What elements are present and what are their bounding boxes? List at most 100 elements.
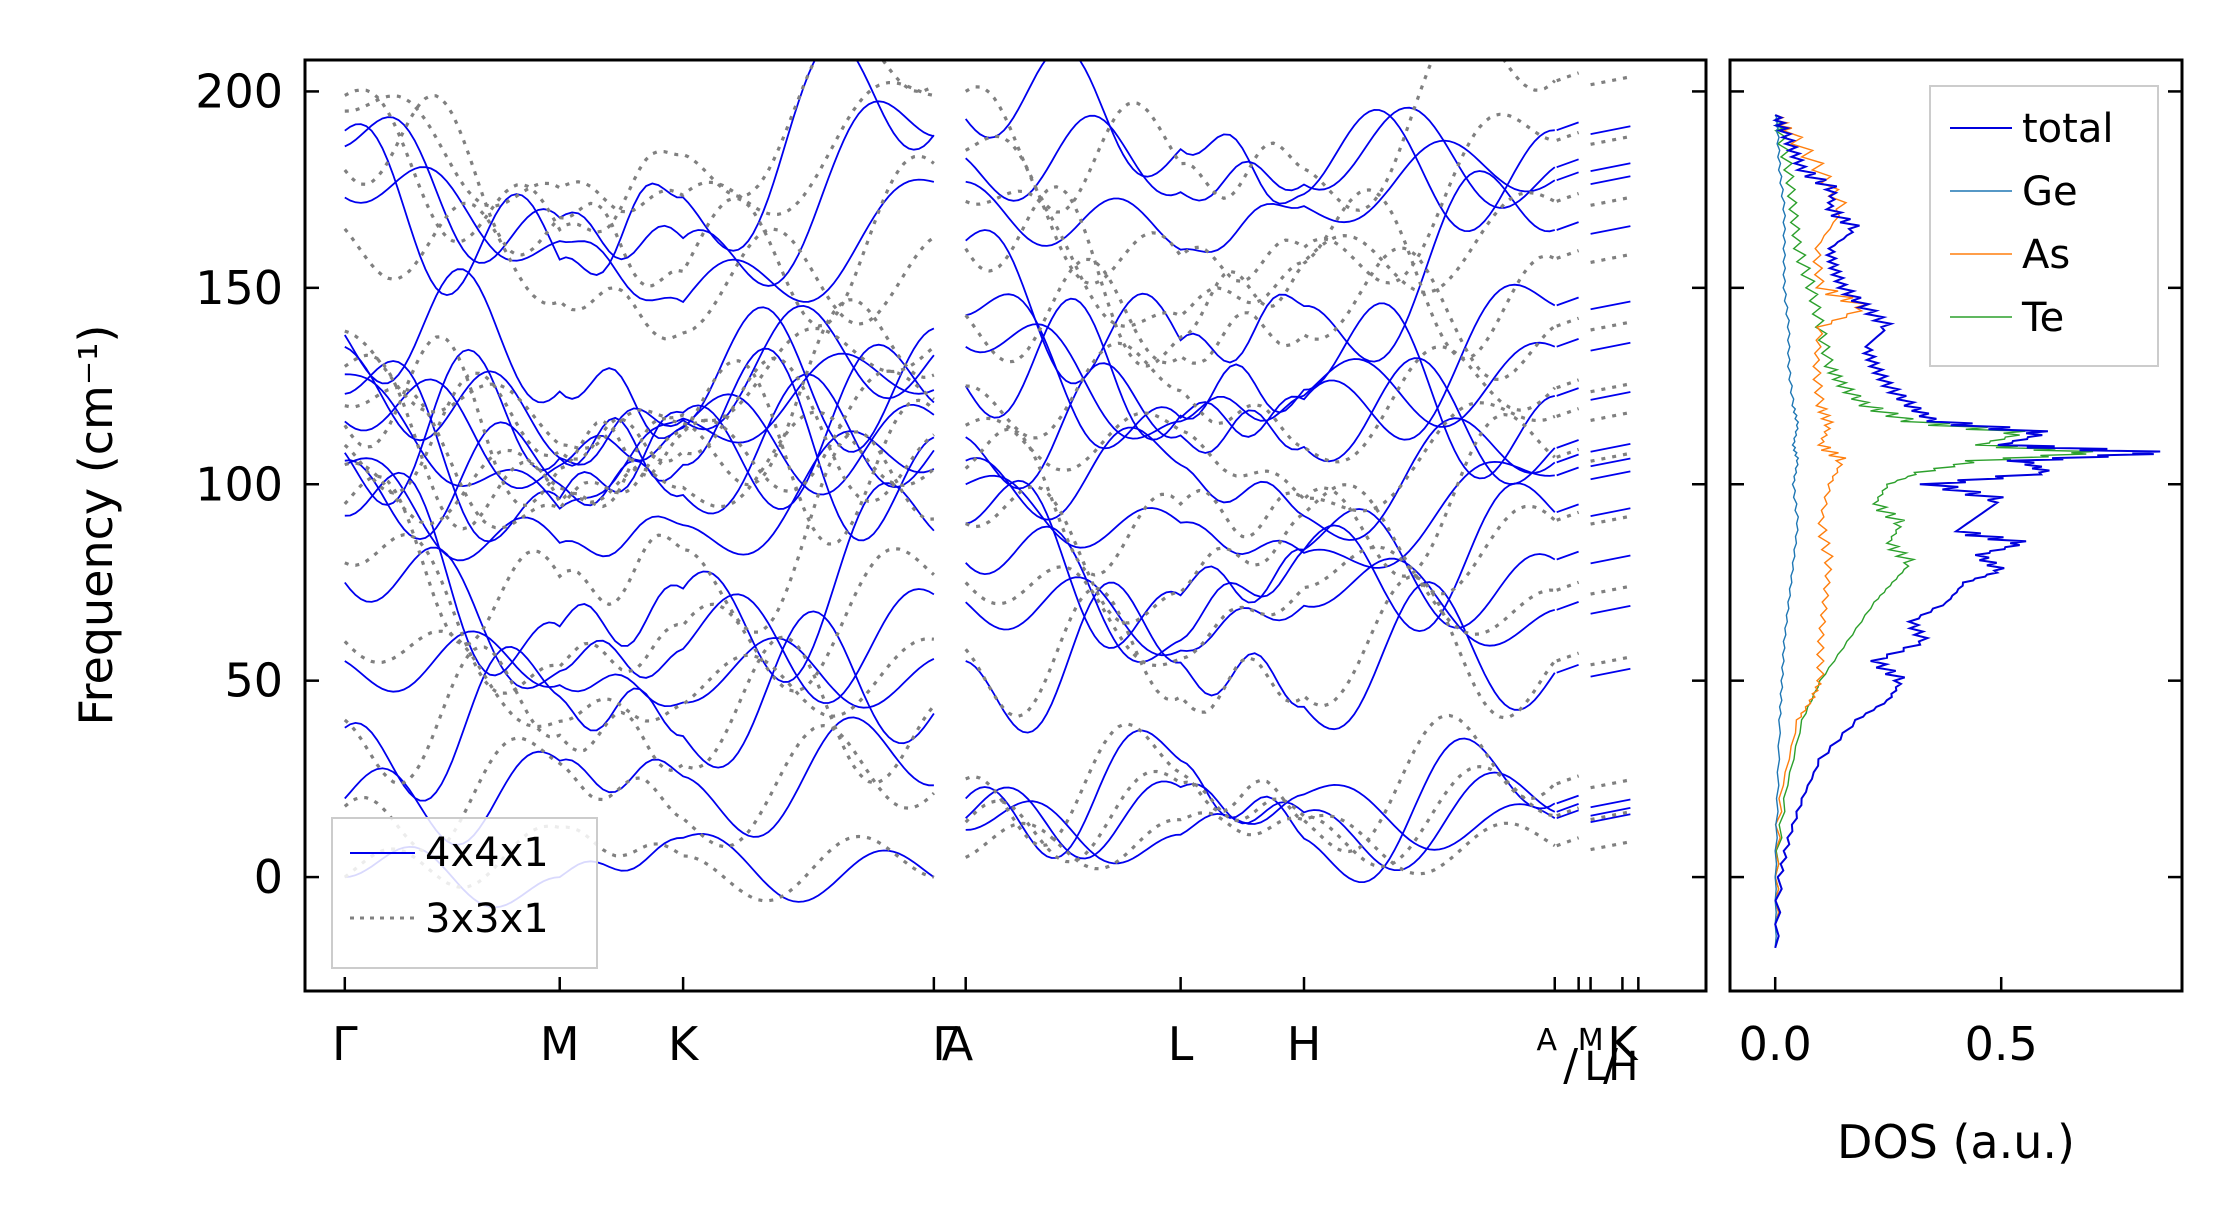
band-4x4x1	[344, 268, 935, 453]
y-tick-label: 0	[254, 850, 283, 904]
band-4x4x1	[1590, 125, 1631, 135]
dos-panel: 0.0 0.5 DOS (a.u.) total Ge As Te	[1728, 58, 2184, 1169]
band-3x3x1	[344, 326, 935, 451]
band-3x3x1	[344, 533, 935, 695]
band-3x3x1	[343, 723, 936, 855]
band-4x4x1	[1590, 300, 1631, 311]
band-4x4x1	[1556, 794, 1579, 805]
dos-ticks	[1730, 90, 2182, 991]
band-4x4x1	[1590, 391, 1631, 401]
band-3x3x1	[1590, 75, 1631, 87]
band-4x4x1	[965, 581, 1556, 734]
band-4x4x1	[344, 630, 935, 709]
band-3x3x1	[1590, 252, 1631, 264]
dos-x-tick-label: 0.5	[1965, 1017, 2038, 1071]
band-4x4x1	[1590, 798, 1631, 809]
band-3x3x1	[1590, 778, 1631, 790]
band-3x3x1	[1590, 382, 1631, 394]
y-tick-label: 50	[224, 654, 283, 708]
band-3x3x1	[344, 80, 935, 217]
high-symmetry-label: M	[1578, 1023, 1604, 1058]
dos-as	[1772, 114, 1869, 948]
band-3x3x1	[1556, 71, 1580, 83]
band-4x4x1	[965, 323, 1556, 440]
legend-label-4x4x1: 4x4x1	[425, 830, 549, 876]
band-3x3x1	[965, 483, 1556, 625]
band-3x3x1	[964, 185, 1556, 368]
band-3x3x1	[1590, 584, 1631, 596]
band-3x3x1	[1556, 510, 1580, 522]
dos-lines	[1772, 114, 2161, 949]
legend-label-3x3x1: 3x3x1	[425, 896, 549, 942]
band-3x3x1	[964, 575, 1557, 720]
band-4x4x1	[1556, 338, 1579, 348]
band-4x4x1	[1556, 809, 1579, 820]
band-4x4x1	[1556, 171, 1579, 182]
band-4x4x1	[1590, 667, 1631, 678]
band-3x3x1	[343, 629, 935, 729]
band-4x4x1	[965, 139, 1556, 253]
band-3x3x1	[344, 60, 935, 244]
band-4x4x1	[1590, 443, 1631, 453]
band-4x4x1	[1556, 503, 1579, 514]
band-3x3x1	[1590, 134, 1631, 146]
band-4x4x1	[344, 60, 935, 297]
high-symmetry-label: L	[1584, 1044, 1607, 1090]
high-symmetry-label: L	[1168, 1017, 1194, 1071]
band-3x3x1	[1590, 320, 1631, 332]
dos-ge	[1774, 114, 1800, 948]
band-4x4x1	[964, 60, 1555, 233]
band-3x3x1	[964, 60, 1556, 214]
band-4x4x1	[965, 417, 1556, 541]
high-symmetry-label: Γ	[932, 1017, 958, 1071]
band-3x3x1	[964, 112, 1556, 286]
band-3x3x1	[343, 335, 936, 546]
high-symmetry-label: M	[540, 1017, 580, 1071]
band-3x3x1	[965, 713, 1556, 854]
band-3x3x1	[965, 189, 1556, 328]
band-axes-frame	[303, 58, 1708, 993]
band-3x3x1	[1556, 249, 1580, 260]
y-tick-label: 200	[195, 64, 283, 118]
band-3x3x1	[1590, 195, 1631, 207]
band-4x4x1	[965, 357, 1556, 490]
y-tick-label: 150	[195, 261, 283, 315]
high-symmetry-label: H	[1287, 1017, 1322, 1071]
band-3x3x1	[1556, 191, 1580, 203]
band-4x4x1	[1590, 554, 1631, 565]
band-4x4x1	[1556, 296, 1579, 307]
band-3x3x1	[1590, 840, 1631, 852]
dos-tick-labels: 0.0 0.5	[1739, 1017, 2038, 1071]
band-3x3x1	[343, 356, 935, 504]
band-4x4x1	[344, 347, 935, 542]
band-4x4x1	[344, 471, 935, 683]
band-3x3x1	[964, 401, 1556, 513]
band-4x4x1	[965, 557, 1556, 657]
high-symmetry-label: A	[1536, 1023, 1557, 1058]
band-3x3x1	[964, 545, 1555, 668]
band-3x3x1	[1556, 447, 1580, 459]
band-4x4x1	[1590, 175, 1631, 185]
band-3x3x1	[1556, 774, 1580, 786]
band-4x4x1	[964, 297, 1556, 480]
dos-te	[1773, 114, 2094, 948]
band-3x3x1	[1556, 580, 1580, 592]
band-4x4x1	[344, 166, 935, 304]
band-4x4x1	[1556, 601, 1579, 611]
band-4x4x1	[1590, 341, 1631, 352]
band-3x3x1	[344, 410, 935, 526]
dos-total	[1772, 114, 2161, 949]
band-4x4x1	[344, 343, 935, 543]
band-3x3x1	[1590, 451, 1631, 463]
band-4x4x1	[965, 170, 1556, 385]
band-4x4x1	[1556, 221, 1579, 231]
high-symmetry-label: H	[1608, 1044, 1638, 1090]
dos-legend: total Ge As Te	[1929, 85, 2159, 367]
high-symmetry-label: K	[1607, 1017, 1639, 1071]
band-4x4x1	[1556, 387, 1579, 397]
legend-label-as: As	[2022, 232, 2070, 278]
band-3x3x1	[1590, 810, 1631, 822]
band-4x4x1	[1556, 453, 1579, 464]
band-3x3x1	[343, 201, 935, 341]
